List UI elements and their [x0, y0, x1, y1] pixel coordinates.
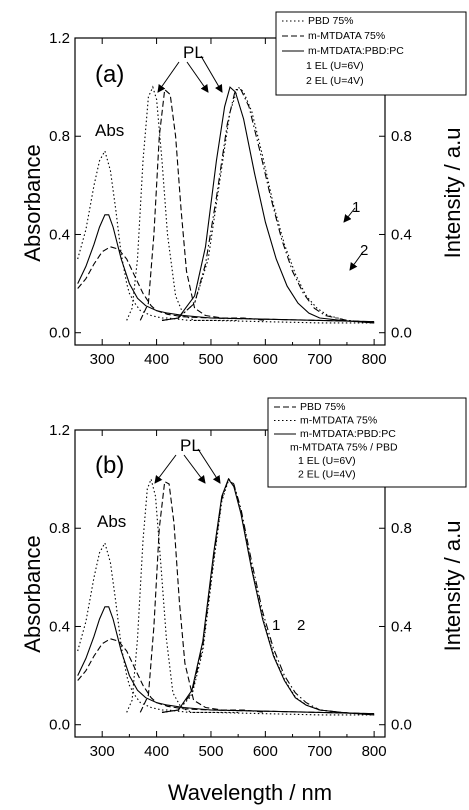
x-tick-label: 700	[307, 351, 332, 368]
pl-arrow	[197, 448, 221, 484]
x-tick-label: 300	[90, 743, 115, 760]
x-tick-label: 600	[253, 743, 278, 760]
chart-0-legend: PBD 75% m-MTDATA 75% m-MTDATA:PBD:PC 1 EL (…	[275, 11, 467, 96]
series-line	[77, 541, 375, 716]
legend-entry: m-MTDATA 75% / PBD	[290, 442, 398, 454]
series-line	[161, 477, 375, 716]
x-tick-label: 400	[144, 351, 169, 368]
right-y-tick-label: 0.0	[391, 717, 412, 734]
panel-a-label: (a)	[95, 61, 124, 88]
legend-entry: 1 EL (U=6V)	[298, 455, 356, 467]
y-tick-label: 0.4	[49, 618, 70, 635]
x-tick-label: 500	[198, 351, 223, 368]
series-line	[77, 214, 375, 323]
legend-entry: m-MTDATA:PBD:PC	[308, 45, 404, 57]
legend-entry: m-MTDATA:PBD:PC	[300, 428, 396, 440]
legend-box	[275, 11, 467, 96]
legend-entry: 2 EL (U=4V)	[306, 75, 364, 87]
x-tick-label: 600	[253, 351, 278, 368]
legend-entry: 1 EL (U=6V)	[306, 60, 364, 72]
legend-entry: PBD 75%	[300, 401, 346, 413]
panel-a-pl-annotation: PL	[183, 43, 204, 62]
pl-arrow	[186, 61, 209, 93]
series-line	[77, 149, 375, 324]
chart-0-plot: 300 400 500 600 700 8000.00.40.81.20.00.40.8P…	[49, 11, 467, 368]
legend-entry: PBD 75%	[308, 15, 354, 27]
chart-1-frame	[74, 429, 386, 738]
curve-arrow	[349, 251, 364, 271]
y-tick-label: 1.2	[49, 422, 70, 439]
x-tick-label: 700	[307, 743, 332, 760]
legend-entry: m-MTDATA 75%	[308, 30, 385, 42]
chart-1-plot: 300 400 500 600 700 8000.00.40.81.20.00.40.8P…	[49, 397, 467, 760]
panel-a-curve2-annotation: 2	[360, 242, 368, 259]
series-line	[161, 86, 375, 324]
pl-arrow	[183, 454, 206, 484]
series-line	[161, 86, 375, 324]
panel-a-right-axis-label: Intensity / a.u	[440, 128, 465, 259]
panel-b-label: (b)	[95, 452, 124, 479]
y-tick-label: 0.8	[49, 520, 70, 537]
x-axis-label: Wavelength / nm	[168, 780, 332, 805]
right-y-tick-label: 0.8	[391, 520, 412, 537]
panel-a: (a) Abs PL 1 2 Absorbance Intensity / a.…	[20, 43, 465, 262]
chart-0-frame	[74, 37, 386, 346]
y-tick-label: 0.0	[49, 717, 70, 734]
series-line	[139, 88, 266, 321]
panel-b-pl-annotation: PL	[180, 436, 201, 455]
right-y-tick-label: 0.4	[391, 618, 412, 635]
panel-a-abs-annotation: Abs	[95, 121, 124, 140]
panel-b-abs-annotation: Abs	[97, 512, 126, 531]
x-tick-label: 500	[198, 743, 223, 760]
pl-arrow	[200, 55, 223, 93]
curve-arrow	[343, 207, 356, 223]
legend-entry: 2 EL (U=4V)	[298, 469, 356, 481]
panel-a-curve1-annotation: 1	[352, 199, 360, 216]
series-line	[161, 89, 375, 324]
series-line	[139, 480, 266, 713]
pl-arrow	[154, 454, 177, 484]
legend-entry: m-MTDATA 75%	[300, 415, 377, 427]
series-line	[126, 85, 239, 321]
y-tick-label: 0.0	[49, 325, 70, 342]
legend-box	[267, 397, 467, 488]
y-tick-label: 1.2	[49, 30, 70, 47]
chart-1-legend: PBD 75% m-MTDATA 75%m-MTDATA:PBD:PC m-MTDA…	[267, 397, 467, 488]
x-tick-label: 300	[90, 351, 115, 368]
x-tick-label: 800	[362, 743, 387, 760]
panel-b-left-axis-label: Absorbance	[20, 535, 45, 652]
y-tick-label: 0.8	[49, 128, 70, 145]
x-tick-label: 800	[362, 351, 387, 368]
right-y-tick-label: 0.0	[391, 325, 412, 342]
panel-b: (b) Abs PL 1 2 Absorbance Intensity / a.…	[20, 436, 465, 653]
series-line	[126, 477, 239, 713]
y-tick-label: 0.4	[49, 226, 70, 243]
panel-b-right-axis-label: Intensity / a.u	[440, 521, 465, 652]
x-tick-label: 400	[144, 743, 169, 760]
panel-a-left-axis-label: Absorbance	[20, 144, 45, 261]
right-y-tick-label: 0.8	[391, 128, 412, 145]
series-line	[161, 478, 375, 716]
panel-b-curve2-annotation: 2	[297, 617, 305, 634]
pl-arrow	[157, 61, 180, 93]
series-line	[77, 606, 375, 715]
panel-b-curve1-annotation: 1	[272, 617, 280, 634]
right-y-tick-label: 0.4	[391, 226, 412, 243]
